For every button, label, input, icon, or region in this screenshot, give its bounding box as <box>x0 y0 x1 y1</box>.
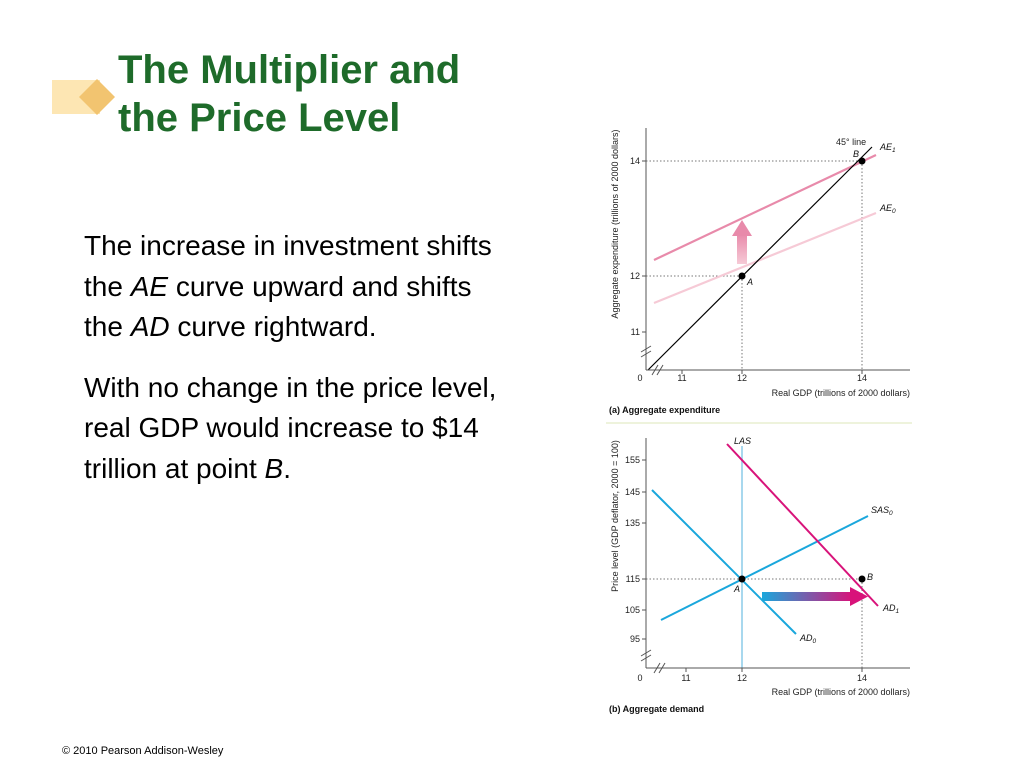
panel-b-caption: (b) Aggregate demand <box>609 704 704 714</box>
a-point-b <box>858 157 866 165</box>
a-x-tick-14: 14 <box>857 373 867 383</box>
p1-text-3: curve rightward. <box>169 311 377 342</box>
panel-a: 14 12 11 0 11 12 14 Real GDP (trillions … <box>609 128 910 415</box>
a-point-b-label: B <box>853 149 859 159</box>
a-x-tick-11: 11 <box>677 373 686 383</box>
b-y-tick-105: 105 <box>625 605 640 615</box>
p1-text-1: The increase in investment shifts the <box>84 230 492 302</box>
line-45-label: 45° line <box>836 137 866 147</box>
b-x-tick-0: 0 <box>637 673 642 683</box>
p2-em-b: B <box>264 452 284 484</box>
b-point-b <box>858 575 866 583</box>
ae0-curve <box>653 211 877 305</box>
sas0-curve <box>660 515 869 621</box>
b-x-axis-label: Real GDP (trillions of 2000 dollars) <box>772 687 910 697</box>
b-y-tick-95: 95 <box>630 634 640 644</box>
p1-em-ae: AE <box>130 270 169 302</box>
b-point-a-label: A <box>733 584 740 594</box>
b-y-tick-145: 145 <box>625 487 640 497</box>
a-point-a <box>738 272 746 280</box>
ad1-label: AD1 <box>882 603 900 615</box>
line-45-degree <box>647 146 873 371</box>
panel-b-axis-break <box>640 649 666 674</box>
b-point-a <box>738 575 746 583</box>
a-y-tick-12: 12 <box>630 271 640 281</box>
p2-text-2: . <box>283 452 292 484</box>
b-point-b-label: B <box>867 572 873 582</box>
ad1-curve <box>726 443 879 607</box>
ae-shift-arrow <box>732 220 752 264</box>
slide-body: The increase in investment shifts the AE… <box>84 226 514 509</box>
paragraph-2: With no change in the price level, real … <box>84 368 514 490</box>
b-x-tick-12: 12 <box>737 673 747 683</box>
title-line-1: The Multiplier and <box>118 48 461 92</box>
ae1-curve <box>653 154 877 261</box>
p1-text-2: curve upward and shifts the <box>84 270 472 343</box>
graphs-figure: 14 12 11 0 11 12 14 Real GDP (trillions … <box>606 128 912 714</box>
logo-diamond <box>79 79 115 115</box>
b-y-axis-label: Price level (GDP deflator, 2000 = 100) <box>610 440 620 592</box>
copyright-footer: © 2010 Pearson Addison-Wesley <box>62 745 224 757</box>
b-y-tick-135: 135 <box>625 518 640 528</box>
p2-text-1: With no change in the price level, real … <box>84 371 497 484</box>
title-line-2: the Price Level <box>118 96 401 140</box>
ad0-label: AD0 <box>799 633 817 645</box>
a-x-axis-label: Real GDP (trillions of 2000 dollars) <box>772 388 910 398</box>
a-y-axis-label: Aggregate expenditure (trillions of 2000… <box>610 129 620 318</box>
a-point-a-label: A <box>746 277 753 287</box>
panel-b: 155 145 135 115 105 95 0 11 12 14 Real G… <box>609 436 910 714</box>
panel-a-caption: (a) Aggregate expenditure <box>609 405 720 415</box>
ae1-label: AE1 <box>879 142 896 154</box>
slide-logo <box>52 79 115 115</box>
a-x-tick-12: 12 <box>737 373 747 383</box>
paragraph-1: The increase in investment shifts the AE… <box>84 226 514 348</box>
las-label: LAS <box>734 436 751 446</box>
ad0-curve <box>651 489 797 635</box>
b-x-tick-14: 14 <box>857 673 867 683</box>
a-y-tick-11: 11 <box>631 327 640 337</box>
sas0-label: SAS0 <box>871 505 893 517</box>
a-y-tick-14: 14 <box>630 156 640 166</box>
b-y-tick-155: 155 <box>625 455 640 465</box>
a-x-tick-0: 0 <box>637 373 642 383</box>
ae0-label: AE0 <box>879 203 896 215</box>
b-x-tick-11: 11 <box>681 673 690 683</box>
b-y-tick-115: 115 <box>626 574 640 584</box>
slide-title: The Multiplier and the Price Level <box>118 46 460 142</box>
panel-a-axis-break <box>640 345 664 376</box>
p1-em-ad: AD <box>130 311 170 342</box>
ad-shift-arrow <box>762 587 868 606</box>
